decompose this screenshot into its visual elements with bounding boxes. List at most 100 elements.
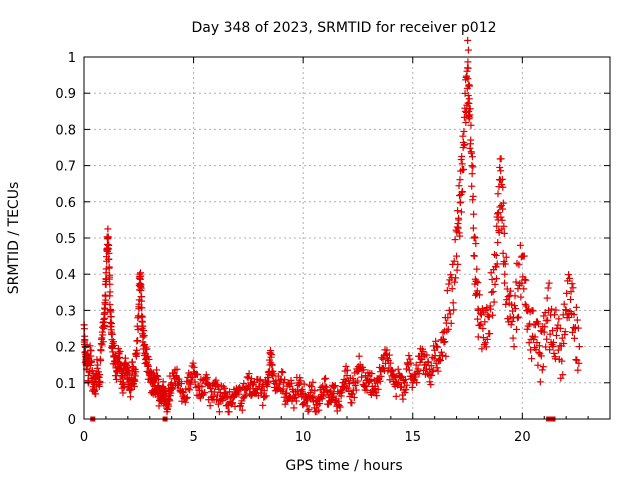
data-point — [559, 371, 567, 379]
data-point — [492, 251, 500, 259]
data-point — [321, 382, 329, 390]
data-point — [555, 315, 563, 323]
data-point — [467, 136, 475, 144]
data-point — [336, 403, 344, 411]
data-point — [203, 373, 211, 381]
data-point — [296, 374, 304, 382]
data-point — [479, 325, 487, 332]
data-point — [476, 309, 484, 317]
data-point — [187, 380, 195, 388]
data-point — [173, 365, 181, 373]
data-point — [535, 342, 543, 350]
data-point — [244, 374, 252, 382]
data-point — [458, 188, 466, 196]
data-point — [92, 390, 100, 398]
data-point — [497, 155, 505, 163]
data-point — [470, 210, 478, 218]
data-point — [109, 338, 117, 346]
data-point — [460, 165, 468, 173]
data-point — [86, 361, 94, 369]
data-point — [493, 275, 501, 283]
y-tick-label: 0.4 — [55, 268, 76, 283]
data-point — [213, 381, 221, 389]
data-point — [360, 366, 368, 374]
data-point — [112, 375, 120, 383]
data-point — [526, 320, 534, 328]
data-point — [154, 375, 162, 383]
x-axis-title: GPS time / hours — [285, 458, 402, 474]
data-point — [449, 299, 457, 307]
data-point — [402, 386, 410, 394]
data-point — [493, 260, 501, 268]
x-tick-label: 20 — [514, 430, 531, 445]
data-point — [518, 279, 526, 287]
data-point — [105, 241, 113, 249]
data-point — [108, 320, 116, 328]
data-point — [99, 331, 107, 339]
data-point — [503, 296, 511, 304]
data-point — [373, 392, 381, 400]
data-point — [510, 343, 518, 351]
data-point — [430, 355, 438, 363]
data-point — [477, 320, 485, 328]
data-point — [528, 355, 536, 363]
data-point — [574, 366, 582, 374]
data-point — [133, 349, 141, 357]
data-point — [279, 385, 287, 393]
data-point — [191, 378, 199, 386]
data-point — [81, 336, 89, 344]
data-point — [556, 324, 564, 332]
data-point — [544, 284, 552, 292]
data-point — [198, 383, 206, 391]
data-point — [483, 335, 491, 343]
data-point — [490, 298, 498, 306]
data-point — [458, 160, 466, 168]
data-point — [428, 371, 436, 379]
data-point — [550, 338, 558, 346]
data-point — [114, 354, 122, 362]
data-point — [500, 229, 508, 237]
data-point — [453, 223, 461, 231]
data-point — [190, 363, 198, 371]
data-point — [322, 374, 330, 382]
data-point — [105, 249, 113, 257]
data-point — [279, 368, 287, 376]
data-point — [469, 224, 477, 232]
data-point — [543, 294, 551, 302]
data-point — [453, 252, 461, 260]
data-point — [368, 370, 376, 378]
data-point — [512, 325, 520, 333]
data-point — [169, 384, 177, 392]
data-point — [575, 359, 583, 367]
data-point — [474, 333, 482, 341]
data-point — [539, 363, 547, 371]
data-point — [230, 392, 238, 400]
data-point — [501, 270, 509, 278]
data-point — [506, 313, 514, 321]
plot-frame — [83, 56, 611, 420]
data-point — [485, 313, 493, 321]
data-point — [186, 386, 194, 394]
data-point — [461, 141, 469, 149]
data-point — [270, 370, 278, 378]
data-point — [560, 300, 568, 308]
data-point — [221, 384, 229, 392]
data-point — [468, 182, 476, 190]
data-point — [514, 313, 522, 321]
data-point — [321, 375, 329, 383]
data-point — [501, 260, 509, 268]
y-tick-labels: 0 0.1 0.2 0.3 0.4 0.5 0.6 0.7 0.8 0.9 1 — [55, 51, 76, 428]
data-point — [268, 361, 276, 369]
data-point — [558, 334, 566, 342]
data-point — [108, 330, 116, 338]
data-point — [456, 232, 464, 240]
data-point — [487, 305, 495, 313]
y-tick-label: 0 — [68, 413, 76, 428]
data-point — [446, 310, 454, 318]
data-point — [488, 288, 496, 296]
data-point — [499, 205, 507, 213]
data-point — [575, 343, 583, 351]
data-point — [437, 356, 445, 364]
data-point — [354, 377, 362, 385]
data-point — [330, 383, 338, 391]
